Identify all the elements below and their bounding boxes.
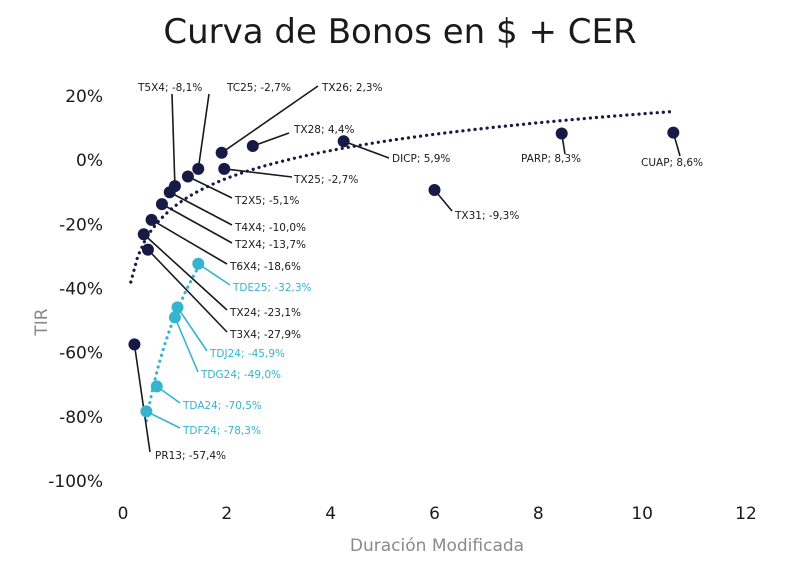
x-tick-label: 10 (631, 504, 653, 524)
leader-line (147, 249, 228, 333)
y-tick-label: -100% (48, 472, 103, 492)
data-label: TX28; 4,4% (293, 124, 355, 136)
data-label-layer: T5X4; -8,1% TC25; -2,7% TX26; 2,3% TX28; 4,… (137, 82, 703, 462)
y-tick-label: -60% (59, 344, 103, 364)
leader-line (143, 233, 228, 311)
x-tick-label: 6 (429, 504, 440, 524)
axis-layer: 0 2 4 6 8 10 12 20% 0% -20% -40% -60% -80% -100% (48, 87, 757, 524)
leader-line-layer (133, 85, 681, 453)
x-axis-title: Duración Modificada (350, 536, 524, 556)
data-label: TX25; -2,7% (293, 174, 358, 186)
trendline-2 (144, 261, 203, 423)
data-label: TX26; 2,3% (321, 82, 383, 94)
leader-line (252, 132, 290, 147)
data-point (141, 243, 154, 256)
x-tick-label: 4 (325, 504, 336, 524)
y-axis-title: TIR (32, 308, 52, 336)
leader-line (133, 344, 151, 453)
y-tick-label: -20% (59, 215, 103, 235)
leader-line (187, 175, 233, 199)
data-label: TDF24; -78,3% (182, 425, 261, 437)
data-label: T3X4; -27,9% (229, 329, 301, 341)
data-point (128, 338, 141, 351)
data-label: DICP; 5,9% (392, 153, 450, 165)
leader-line (197, 93, 210, 169)
data-label: T4X4; -10,0% (234, 222, 306, 234)
data-label: TDG24; -49,0% (200, 369, 281, 381)
leader-line (176, 306, 208, 352)
data-point (555, 127, 568, 140)
leader-line (151, 219, 228, 265)
y-tick-label: 0% (76, 151, 103, 171)
data-point (215, 146, 228, 159)
data-point (667, 126, 680, 139)
x-tick-label: 2 (221, 504, 232, 524)
x-tick-label: 12 (735, 504, 757, 524)
data-point (337, 135, 350, 148)
data-point (145, 213, 158, 226)
chart-title: Curva de Bonos en $ + CER (163, 12, 637, 52)
y-tick-label: -40% (59, 280, 103, 300)
data-point (150, 380, 163, 393)
data-point (246, 140, 259, 153)
x-tick-label: 0 (118, 504, 129, 524)
data-label: T6X4; -18,6% (229, 261, 301, 273)
y-tick-label: 20% (65, 87, 103, 107)
data-point (192, 162, 205, 175)
data-point (428, 184, 441, 197)
leader-line (174, 317, 199, 373)
data-label: TDE25; -32,3% (232, 282, 312, 294)
data-label: TC25; -2,7% (226, 82, 291, 94)
trendline-1 (129, 109, 675, 284)
x-tick-label: 8 (533, 504, 544, 524)
leader-line (161, 203, 233, 244)
data-point (171, 301, 184, 314)
data-point (218, 162, 231, 175)
data-point (140, 405, 153, 418)
data-label: T2X4; -13,7% (234, 239, 306, 251)
data-label: TX24; -23,1% (229, 307, 301, 319)
data-point (181, 170, 194, 183)
leader-line (146, 410, 181, 429)
leader-line (169, 191, 233, 226)
leader-line (343, 140, 390, 159)
data-point (192, 257, 205, 270)
leader-line (224, 168, 293, 178)
data-point (168, 311, 181, 324)
data-label: TDJ24; -45,9% (209, 348, 285, 360)
leader-line (197, 263, 231, 286)
data-label: TX31; -9,3% (454, 210, 519, 222)
data-point (163, 186, 176, 199)
leader-line (171, 93, 176, 187)
y-tick-label: -80% (59, 408, 103, 428)
data-label: CUAP; 8,6% (641, 157, 703, 169)
data-label: PR13; -57,4% (155, 450, 226, 462)
data-point (137, 228, 150, 241)
data-label: T5X4; -8,1% (137, 82, 202, 94)
data-label: TDA24; -70,5% (182, 400, 262, 412)
data-label: PARP; 8,3% (521, 153, 581, 165)
data-label: T2X5; -5,1% (234, 195, 299, 207)
point-layer (128, 126, 680, 418)
data-point (155, 198, 168, 211)
leader-line (221, 85, 319, 154)
